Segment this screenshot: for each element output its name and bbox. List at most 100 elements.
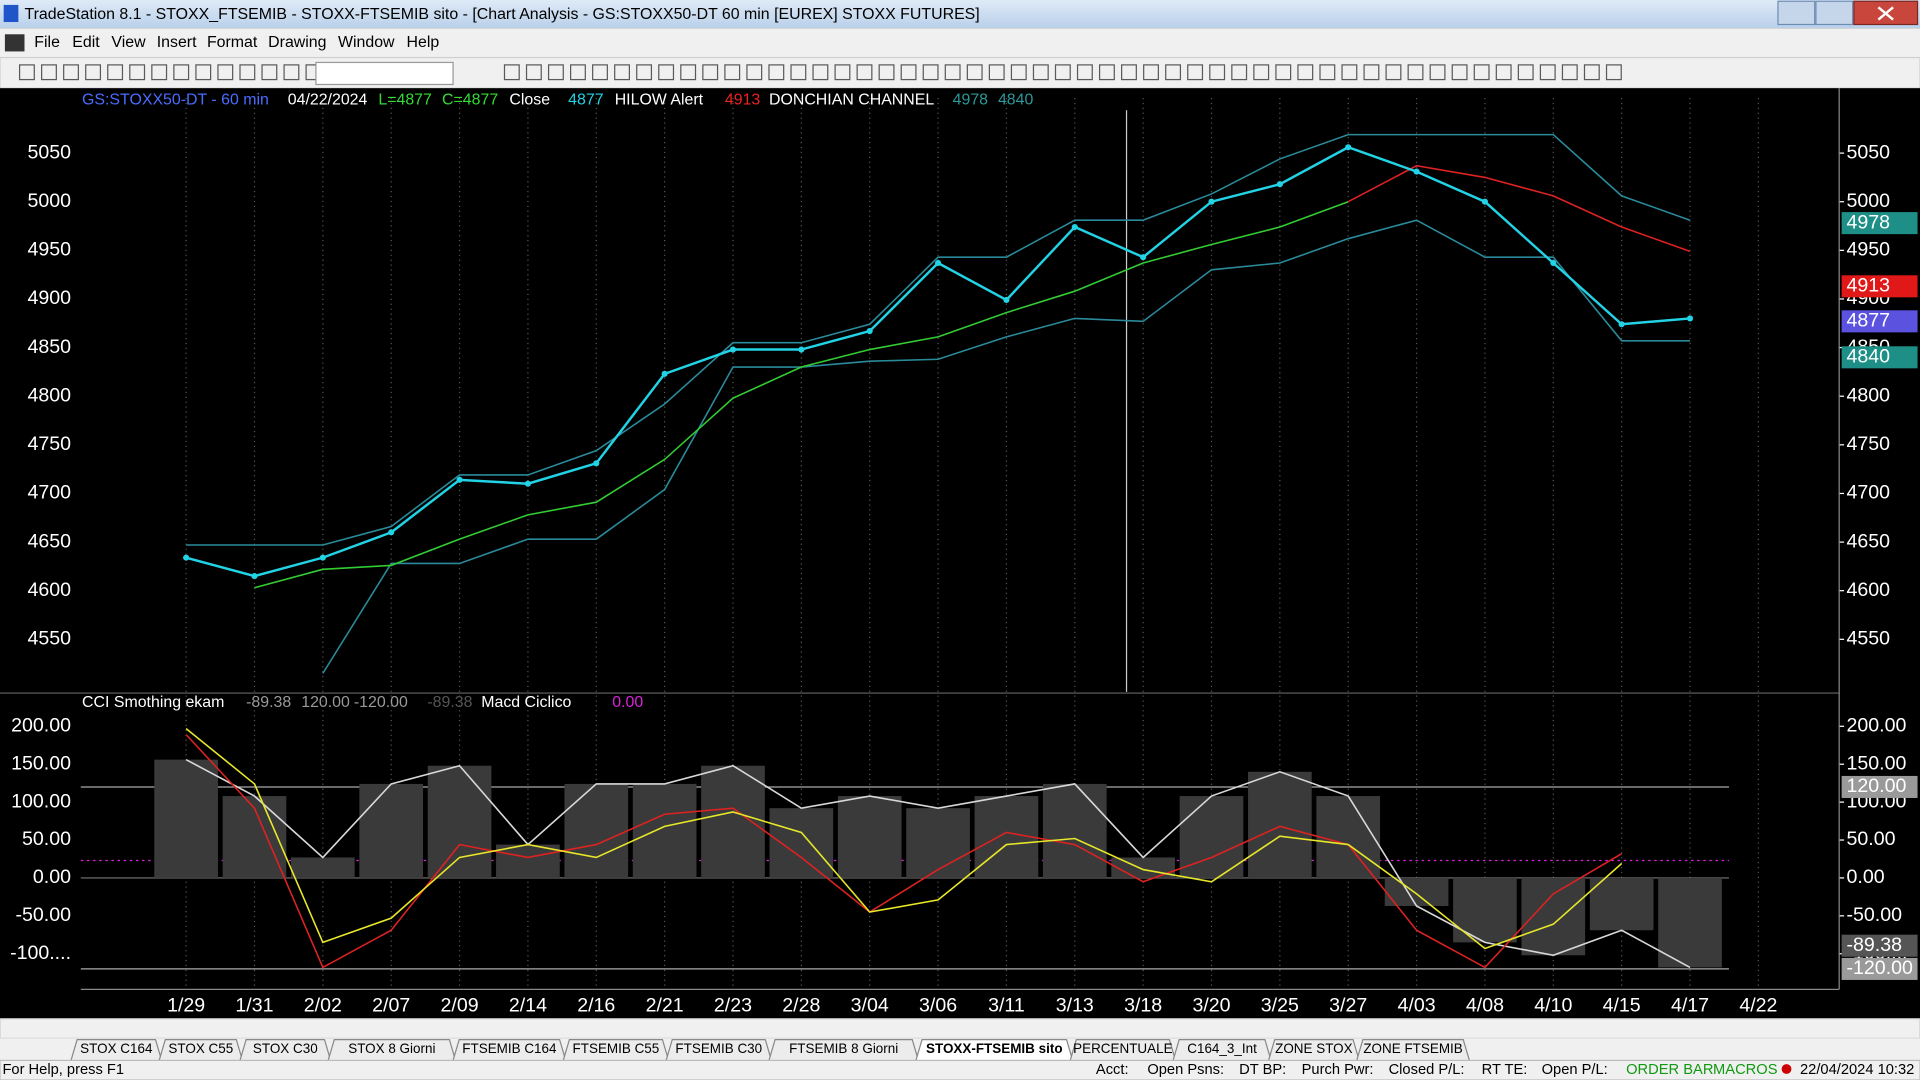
tool-button[interactable] [878,64,895,81]
tool-button[interactable] [107,64,124,81]
menu-item[interactable]: View [111,34,146,51]
tool-button[interactable] [1187,64,1204,81]
tool-button[interactable] [834,64,851,81]
tab-label[interactable]: C164_3_Int [1187,1041,1257,1056]
tool-button[interactable] [261,64,278,81]
tab-label[interactable]: STOX C30 [253,1041,318,1056]
tool-button[interactable] [217,64,234,81]
menu-item[interactable]: Format [207,34,258,51]
tool-button[interactable] [503,64,520,81]
tool-button[interactable] [1231,64,1248,81]
tool-button[interactable] [1054,64,1071,81]
symbol-combo[interactable] [315,61,454,86]
tool-button[interactable] [1076,64,1093,81]
tool-button[interactable] [1473,64,1490,81]
tab[interactable] [239,1038,332,1061]
tool-button[interactable] [1143,64,1159,81]
tool-button[interactable] [41,64,57,81]
tab[interactable] [915,1038,1074,1061]
tab-label[interactable]: STOX C164 [80,1041,153,1056]
tab[interactable] [768,1038,919,1061]
tab[interactable] [562,1038,670,1061]
tool-button[interactable] [239,64,256,81]
tab[interactable] [1267,1038,1360,1061]
tool-button[interactable] [1253,64,1270,81]
tool-button[interactable] [18,64,35,81]
tool-button[interactable] [856,64,873,81]
tool-button[interactable] [570,64,586,81]
tool-button[interactable] [1010,64,1027,81]
tool-button[interactable] [1605,64,1622,81]
tab-label[interactable]: FTSEMIB C164 [462,1041,557,1056]
tool-button[interactable] [1495,64,1512,81]
tool-button[interactable] [195,64,212,81]
tab-label[interactable]: STOXX-FTSEMIB sito [926,1041,1063,1056]
tab-label[interactable]: ZONE FTSEMIB [1363,1041,1462,1056]
tool-button[interactable] [922,64,939,81]
tool-button[interactable] [151,64,168,81]
tab[interactable] [1069,1038,1177,1061]
tool-button[interactable] [658,64,675,81]
tool-button[interactable] [614,64,630,81]
menu-item[interactable]: Window [338,34,395,51]
tool-button[interactable] [966,64,983,81]
tool-button[interactable] [129,64,146,81]
tool-button[interactable] [525,64,542,81]
tab-label[interactable]: ZONE STOX [1275,1041,1353,1056]
tool-button[interactable] [1539,64,1556,81]
tool-button[interactable] [988,64,1005,81]
tool-button[interactable] [1407,64,1424,81]
tool-button[interactable] [1341,64,1358,81]
minimize-button[interactable] [1777,0,1816,26]
tool-button[interactable] [63,64,79,81]
tab-label[interactable]: FTSEMIB C55 [573,1041,660,1056]
tab-label[interactable]: FTSEMIB C30 [675,1041,762,1056]
tool-button[interactable] [1121,64,1137,81]
tab-label[interactable]: STOX C55 [168,1041,233,1056]
tool-button[interactable] [283,64,300,81]
tool-button[interactable] [680,64,697,81]
tab[interactable] [70,1038,163,1061]
menu-item[interactable]: File [34,34,60,51]
tool-button[interactable] [790,64,807,81]
tab[interactable] [452,1038,567,1061]
tool-button[interactable] [1319,64,1336,81]
tab[interactable] [327,1038,457,1061]
tool-button[interactable] [547,64,564,81]
tool-button[interactable] [900,64,917,81]
tool-button[interactable] [1517,64,1534,81]
tool-button[interactable] [173,64,190,81]
tab-label[interactable]: PERCENTUALE [1073,1041,1172,1056]
tool-button[interactable] [1209,64,1226,81]
tool-button[interactable] [1098,64,1115,81]
tab[interactable] [665,1038,773,1061]
tool-button[interactable] [1451,64,1468,81]
tool-button[interactable] [812,64,829,81]
tab[interactable] [1356,1038,1470,1061]
maximize-button[interactable] [1815,0,1854,26]
tool-button[interactable] [1363,64,1380,81]
tab-label[interactable]: FTSEMIB 8 Giorni [789,1041,898,1056]
tool-button[interactable] [1429,64,1446,81]
tool-button[interactable] [724,64,741,81]
tool-button[interactable] [85,64,102,81]
tool-button[interactable] [592,64,608,81]
menu-item[interactable]: Help [407,34,440,51]
tool-button[interactable] [944,64,961,81]
menu-item[interactable]: Insert [157,34,197,51]
tab[interactable] [1172,1038,1272,1061]
tab-label[interactable]: STOX 8 Giorni [348,1041,435,1056]
tool-button[interactable] [1385,64,1402,81]
tool-button[interactable] [1032,64,1049,81]
tool-button[interactable] [1583,64,1600,81]
tool-button[interactable] [1275,64,1292,81]
tool-button[interactable] [1165,64,1182,81]
menu-item[interactable]: Drawing [268,34,326,51]
tool-button[interactable] [1561,64,1578,81]
menu-item[interactable]: Edit [72,34,100,51]
tool-button[interactable] [636,64,653,81]
tool-button[interactable] [1297,64,1314,81]
tool-button[interactable] [702,64,719,81]
scrollbar[interactable] [0,1018,1920,1039]
tab[interactable] [158,1038,244,1061]
